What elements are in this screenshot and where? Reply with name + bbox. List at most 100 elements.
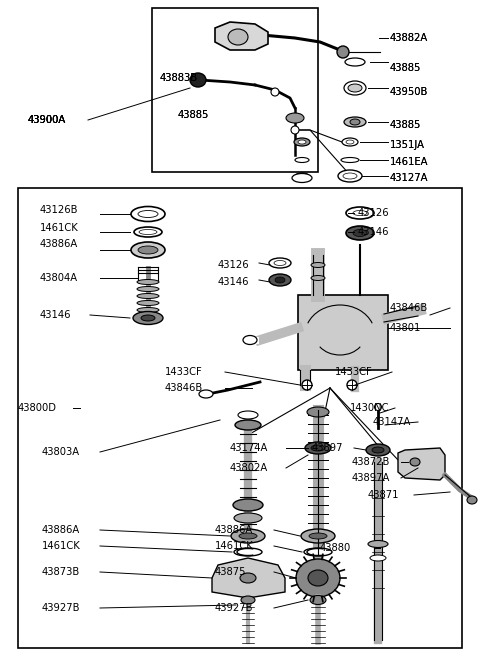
Bar xyxy=(18,188,462,648)
Text: 1433CF: 1433CF xyxy=(335,367,373,377)
Text: 43880: 43880 xyxy=(320,543,351,553)
Ellipse shape xyxy=(308,570,328,586)
Text: 43146: 43146 xyxy=(40,310,72,320)
Ellipse shape xyxy=(372,447,384,453)
Ellipse shape xyxy=(368,540,388,548)
Ellipse shape xyxy=(243,335,257,345)
Ellipse shape xyxy=(341,157,359,162)
Ellipse shape xyxy=(302,380,312,390)
Ellipse shape xyxy=(338,170,362,182)
Ellipse shape xyxy=(410,458,420,466)
Text: 43126: 43126 xyxy=(218,260,250,270)
Ellipse shape xyxy=(190,73,206,87)
Ellipse shape xyxy=(348,84,362,92)
Ellipse shape xyxy=(298,140,306,144)
Ellipse shape xyxy=(271,88,279,96)
Ellipse shape xyxy=(231,529,265,543)
Text: 43885: 43885 xyxy=(390,120,421,130)
Ellipse shape xyxy=(137,280,159,284)
Text: 43883B: 43883B xyxy=(160,73,198,83)
Text: 43146: 43146 xyxy=(218,277,250,287)
Text: 43950B: 43950B xyxy=(390,87,428,97)
Ellipse shape xyxy=(311,263,325,267)
Text: 43801: 43801 xyxy=(390,323,421,333)
Text: 43885: 43885 xyxy=(178,110,209,120)
Ellipse shape xyxy=(296,559,340,597)
Ellipse shape xyxy=(228,29,248,45)
Ellipse shape xyxy=(311,276,325,280)
Text: 43897: 43897 xyxy=(312,443,344,453)
Text: 43886A: 43886A xyxy=(42,525,80,535)
Ellipse shape xyxy=(269,274,291,286)
Text: 1430NC: 1430NC xyxy=(350,403,389,413)
Text: 43126: 43126 xyxy=(358,208,390,218)
Polygon shape xyxy=(215,22,268,50)
Text: 1351JA: 1351JA xyxy=(390,140,425,150)
Ellipse shape xyxy=(240,573,256,583)
Ellipse shape xyxy=(295,157,309,162)
Ellipse shape xyxy=(353,229,367,236)
Ellipse shape xyxy=(296,173,308,177)
Polygon shape xyxy=(398,448,445,480)
Ellipse shape xyxy=(233,499,263,511)
Ellipse shape xyxy=(138,210,158,217)
Ellipse shape xyxy=(238,411,258,419)
Ellipse shape xyxy=(345,58,365,66)
Ellipse shape xyxy=(346,226,374,240)
Ellipse shape xyxy=(467,496,477,504)
Ellipse shape xyxy=(304,548,332,556)
Ellipse shape xyxy=(234,513,262,523)
Text: 43872B: 43872B xyxy=(352,457,390,467)
Text: 43147A: 43147A xyxy=(373,417,411,427)
Text: 43883B: 43883B xyxy=(160,73,198,83)
Text: 1461EA: 1461EA xyxy=(390,157,429,167)
Text: 43927B: 43927B xyxy=(42,603,81,613)
Text: 43882A: 43882A xyxy=(390,33,428,43)
Ellipse shape xyxy=(137,301,159,305)
Bar xyxy=(298,295,388,370)
Text: 1461CK: 1461CK xyxy=(42,541,81,551)
Text: 43803A: 43803A xyxy=(42,447,80,457)
Text: 43950B: 43950B xyxy=(390,87,428,97)
Ellipse shape xyxy=(311,445,325,451)
Ellipse shape xyxy=(294,138,310,146)
Text: 1461EA: 1461EA xyxy=(390,157,429,167)
Ellipse shape xyxy=(366,444,390,456)
Bar xyxy=(152,8,318,172)
Ellipse shape xyxy=(269,258,291,268)
Ellipse shape xyxy=(307,407,329,417)
Ellipse shape xyxy=(305,442,331,454)
Text: 43875: 43875 xyxy=(215,567,247,577)
Ellipse shape xyxy=(353,210,367,215)
Text: 43800D: 43800D xyxy=(18,403,57,413)
Ellipse shape xyxy=(137,286,159,291)
Polygon shape xyxy=(212,558,285,598)
Ellipse shape xyxy=(346,140,354,144)
Ellipse shape xyxy=(234,548,262,556)
Text: 43885: 43885 xyxy=(390,63,421,73)
Ellipse shape xyxy=(286,113,304,123)
Text: 43886A: 43886A xyxy=(40,239,78,249)
Text: 43885: 43885 xyxy=(178,110,209,120)
Text: 43127A: 43127A xyxy=(390,173,429,183)
Text: 43900A: 43900A xyxy=(28,115,66,125)
Text: 43871: 43871 xyxy=(368,490,399,500)
Ellipse shape xyxy=(199,390,213,398)
Ellipse shape xyxy=(131,242,165,258)
Text: 43846B: 43846B xyxy=(165,383,203,393)
Text: 43886A: 43886A xyxy=(215,525,253,535)
Text: 43900A: 43900A xyxy=(28,115,66,125)
Text: 43846B: 43846B xyxy=(390,303,428,313)
Text: 1351JA: 1351JA xyxy=(390,140,425,150)
Ellipse shape xyxy=(343,173,357,179)
Ellipse shape xyxy=(344,117,366,127)
Text: 43127A: 43127A xyxy=(390,173,429,183)
Text: 43146: 43146 xyxy=(358,227,389,237)
Text: 1433CF: 1433CF xyxy=(165,367,203,377)
Text: 43897A: 43897A xyxy=(352,473,390,483)
Ellipse shape xyxy=(137,307,159,312)
Ellipse shape xyxy=(309,533,327,539)
Ellipse shape xyxy=(310,595,326,605)
Text: 43174A: 43174A xyxy=(230,443,268,453)
Ellipse shape xyxy=(291,126,299,134)
